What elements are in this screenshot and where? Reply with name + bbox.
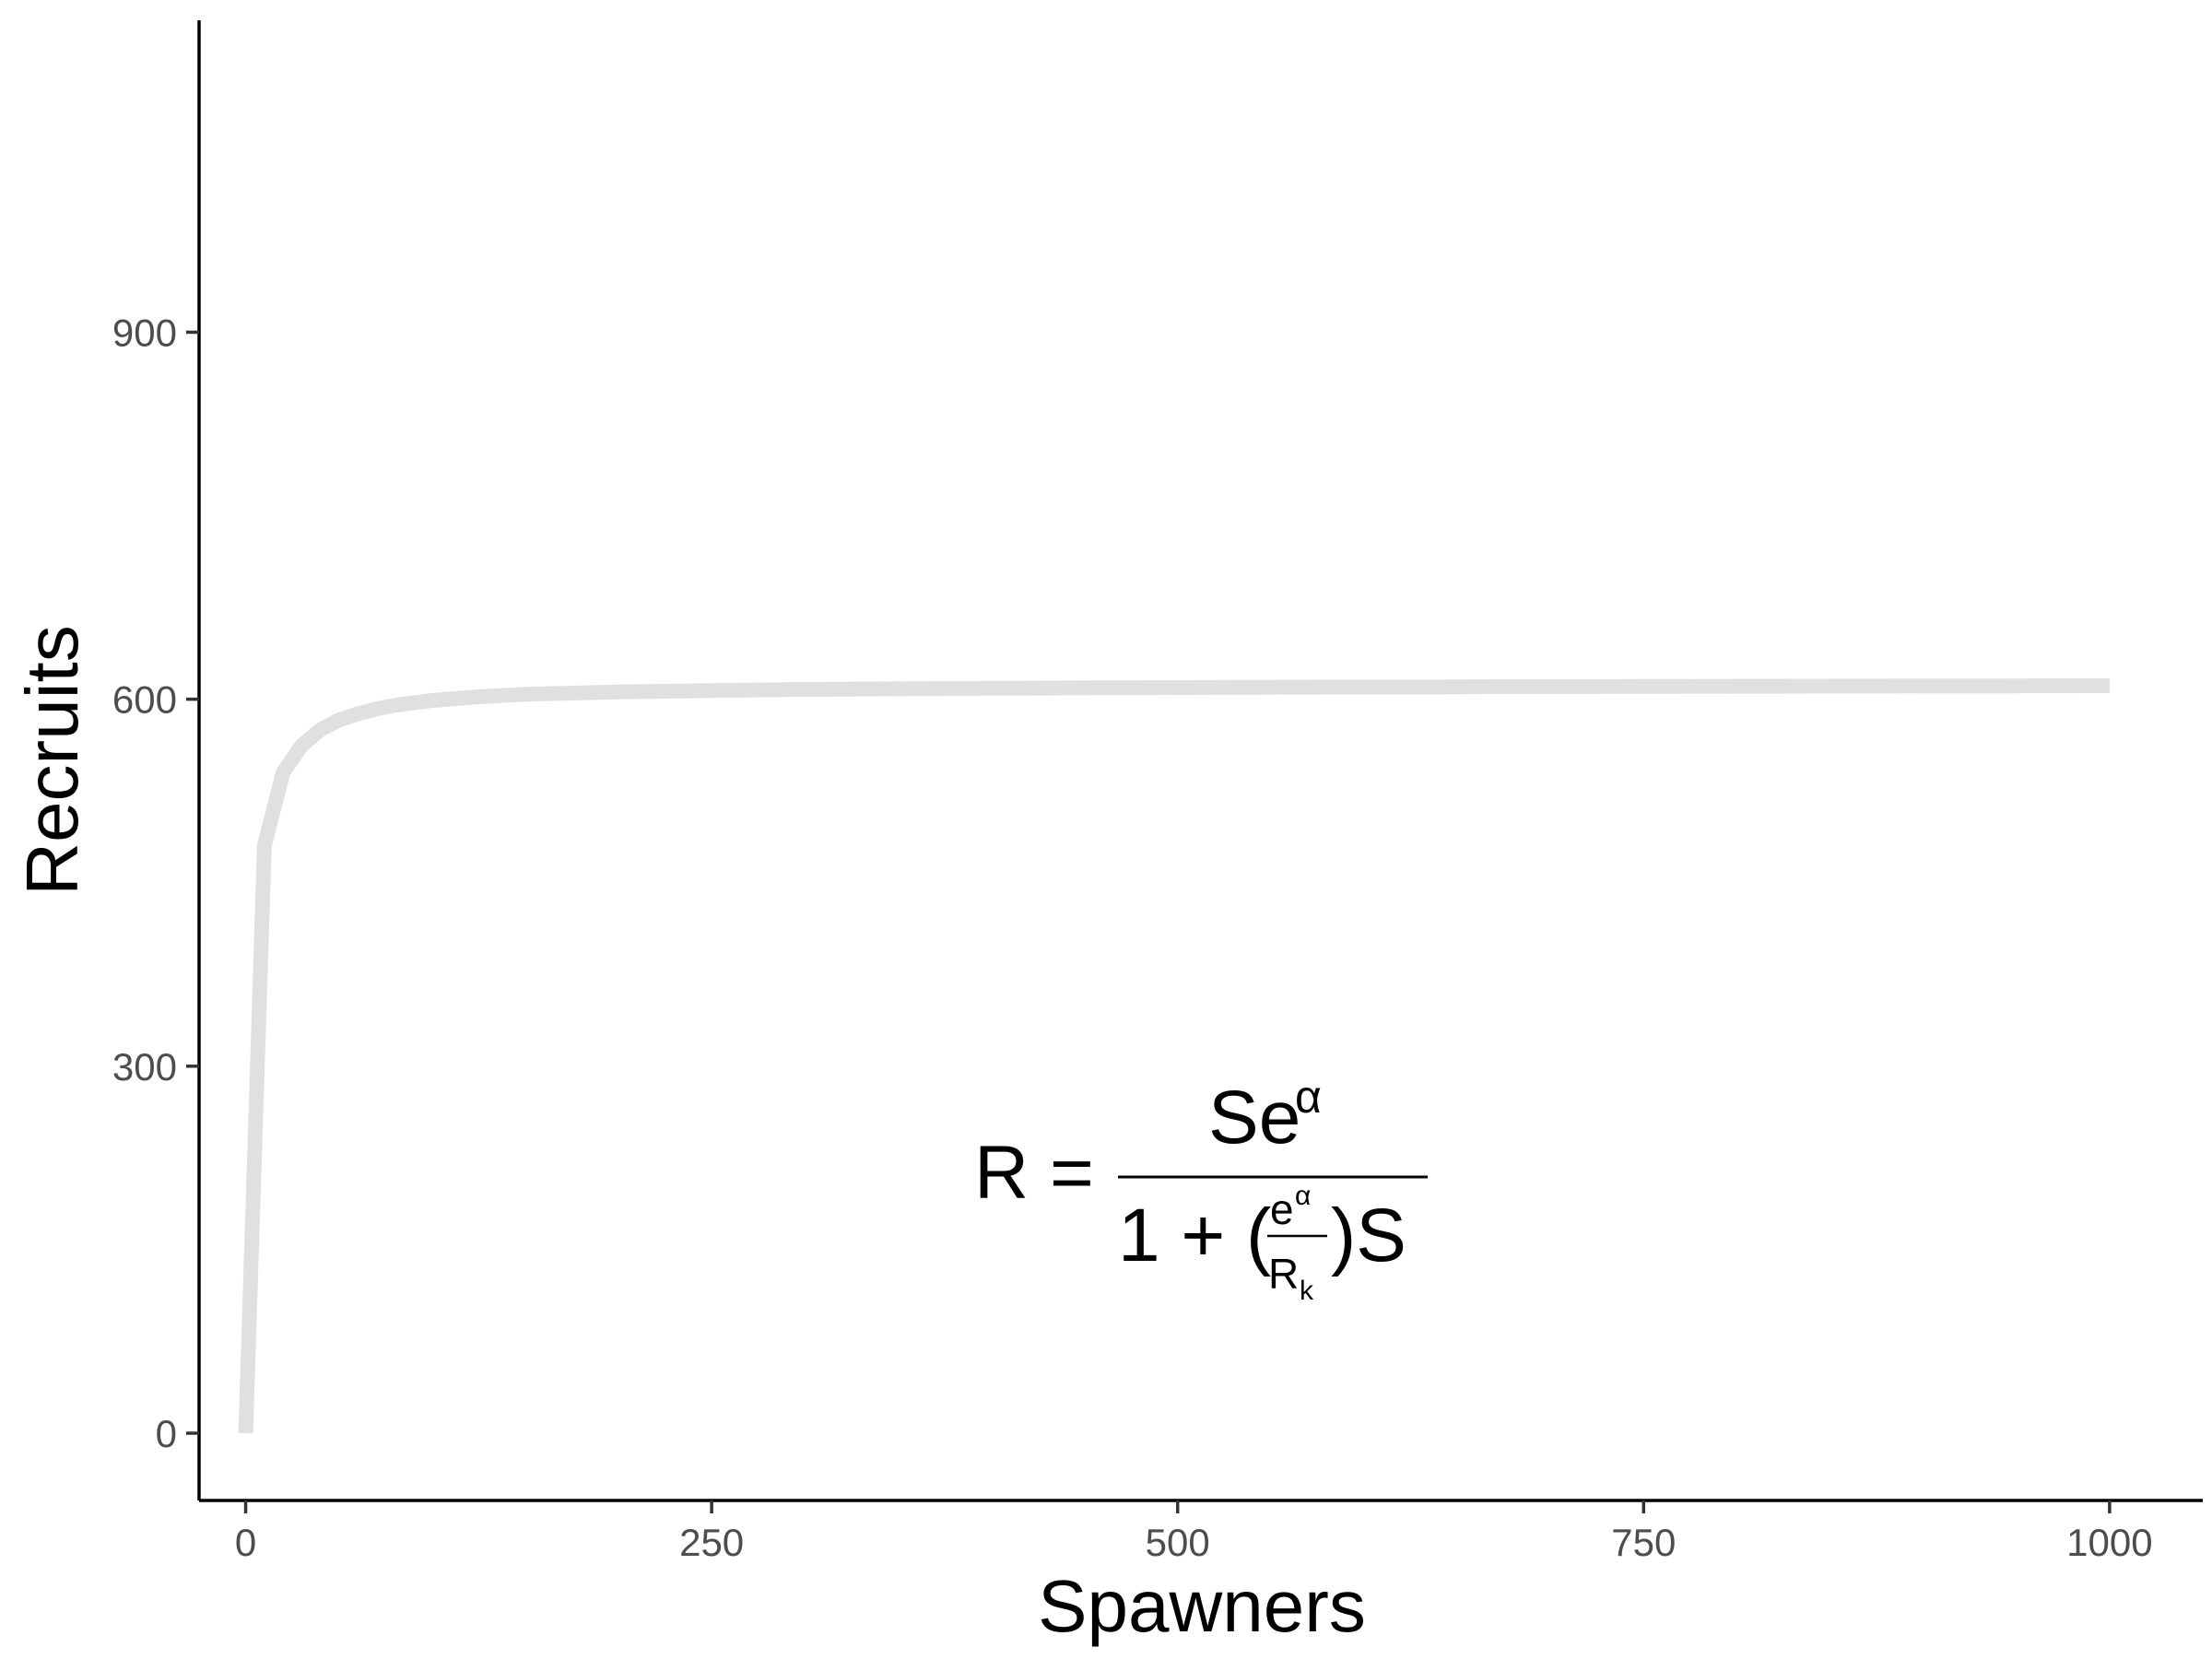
x-tick-label: 750 — [1611, 1521, 1676, 1564]
formula-denominator-prefix: 1 + ( — [1118, 1194, 1271, 1277]
formula-denominator-suffix: )S — [1331, 1194, 1406, 1277]
y-tick-label: 900 — [112, 311, 177, 354]
y-ticks: 0 300 600 900 — [112, 311, 199, 1455]
formula-numerator: Se — [1208, 1076, 1300, 1159]
y-axis-title: Recruits — [11, 625, 93, 895]
y-tick-label: 0 — [156, 1412, 177, 1455]
formula-annotation: R = Se α 1 + ( e α R k )S — [974, 1071, 1428, 1306]
x-tick-label: 1000 — [2066, 1521, 2152, 1564]
formula-lhs: R = — [974, 1131, 1094, 1215]
x-tick-label: 0 — [235, 1521, 256, 1564]
formula-inner-denominator: R — [1268, 1250, 1299, 1298]
y-tick-label: 300 — [112, 1045, 177, 1088]
y-tick-label: 600 — [112, 678, 177, 722]
formula-inner-denominator-sub: k — [1300, 1276, 1314, 1306]
formula-numerator-sup: α — [1295, 1071, 1322, 1123]
formula-inner-numerator-sup: α — [1295, 1181, 1311, 1211]
x-tick-label: 250 — [679, 1521, 744, 1564]
formula-inner-numerator: e — [1270, 1185, 1294, 1233]
series-line — [238, 678, 2110, 1434]
x-ticks: 0 250 500 750 1000 — [235, 1500, 2153, 1564]
x-tick-label: 500 — [1146, 1521, 1210, 1564]
x-axis-title: Spawners — [1038, 1565, 1366, 1647]
series-layer — [238, 678, 2110, 1434]
